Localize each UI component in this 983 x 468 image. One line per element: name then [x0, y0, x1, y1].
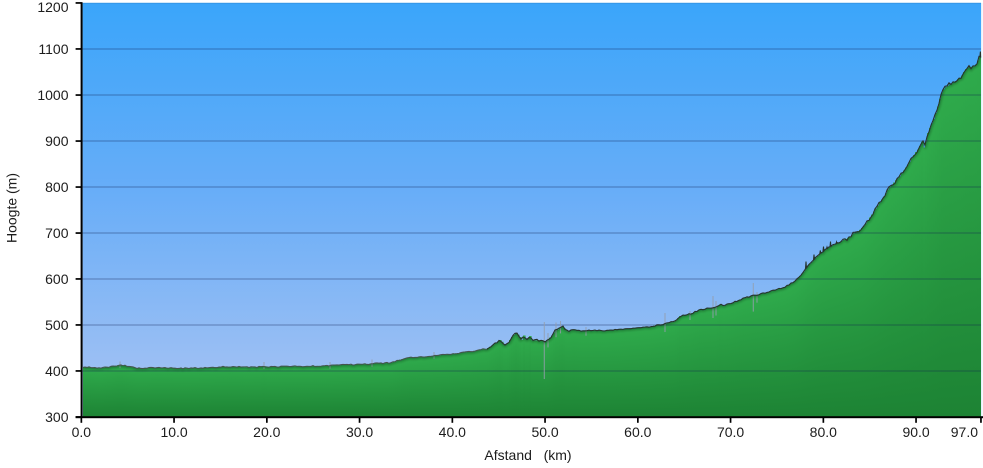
svg-text:300: 300	[45, 409, 69, 425]
svg-text:60.0: 60.0	[624, 424, 651, 440]
svg-text:1100: 1100	[38, 41, 68, 57]
svg-text:800: 800	[45, 179, 69, 195]
svg-text:70.0: 70.0	[717, 424, 744, 440]
svg-text:600: 600	[45, 271, 69, 287]
svg-text:700: 700	[45, 225, 69, 241]
svg-text:1200: 1200	[37, 0, 68, 15]
svg-text:1000: 1000	[37, 87, 68, 103]
svg-text:500: 500	[45, 317, 69, 333]
svg-text:90.0: 90.0	[902, 424, 929, 440]
svg-text:40.0: 40.0	[439, 424, 466, 440]
svg-text:80.0: 80.0	[810, 424, 837, 440]
svg-text:10.0: 10.0	[160, 424, 187, 440]
svg-text:Hoogte (m): Hoogte (m)	[4, 173, 20, 243]
svg-text:20.0: 20.0	[253, 424, 280, 440]
svg-text:400: 400	[45, 363, 69, 379]
svg-text:50.0: 50.0	[531, 424, 558, 440]
svg-text:0.0: 0.0	[72, 424, 92, 440]
svg-text:900: 900	[45, 133, 69, 149]
svg-text:Afstand (km): Afstand (km)	[484, 447, 571, 463]
svg-text:97.0: 97.0	[951, 424, 978, 440]
svg-text:30.0: 30.0	[346, 424, 373, 440]
